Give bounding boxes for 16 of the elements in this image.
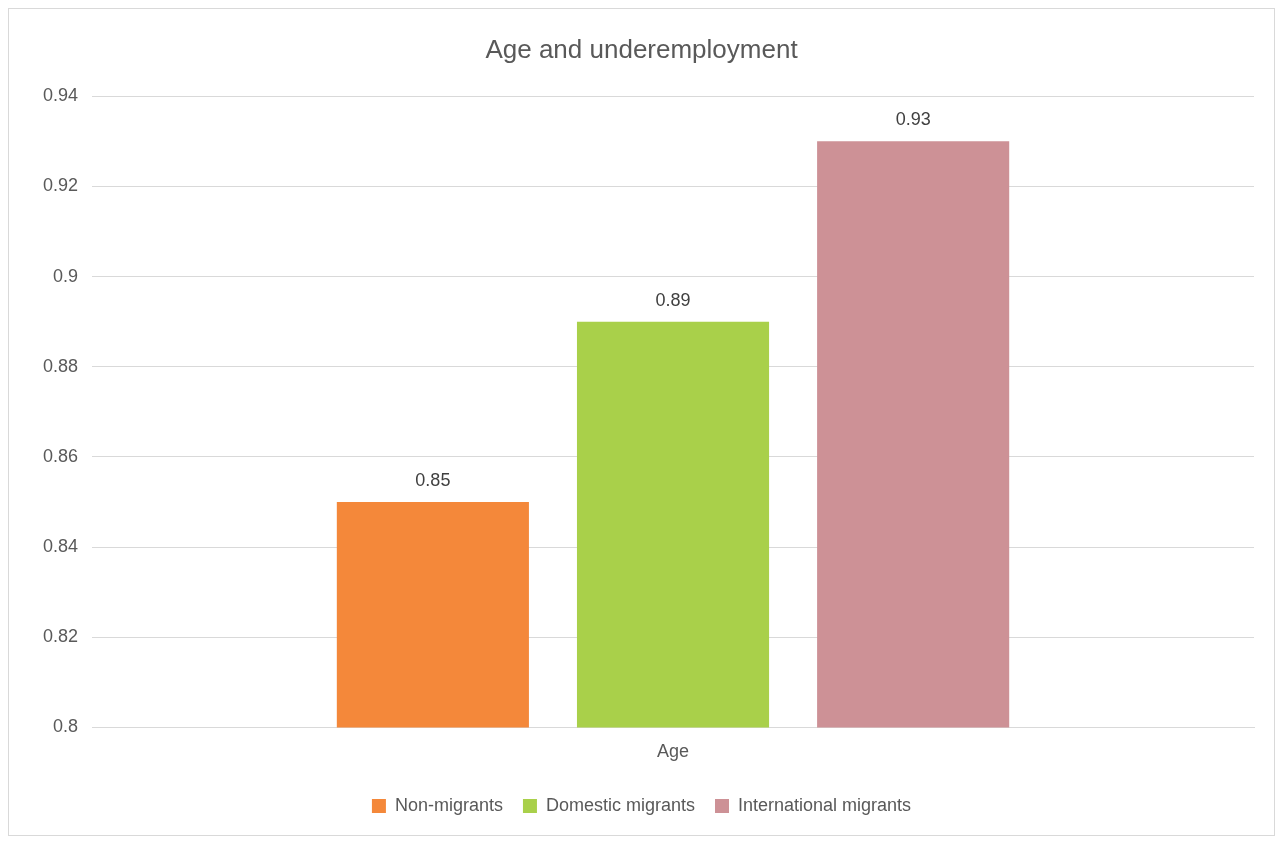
data-label: 0.85 [415, 469, 451, 490]
x-tick-label: Age [657, 741, 690, 762]
data-label: 0.93 [895, 109, 931, 130]
y-tick-label: 0.94 [42, 85, 79, 106]
chart-title: Age and underemployment [485, 33, 799, 64]
y-tick-label: 0.86 [42, 445, 79, 466]
y-tick-label: 0.82 [42, 626, 79, 647]
legend-label: International migrants [737, 794, 912, 815]
data-label: 0.89 [655, 289, 691, 310]
y-tick-label: 0.84 [42, 536, 79, 557]
legend-label: Non-migrants [394, 794, 503, 815]
y-tick-label: 0.9 [53, 265, 79, 286]
y-tick-label: 0.92 [42, 175, 79, 196]
y-tick-label: 0.8 [53, 716, 79, 737]
y-tick-label: 0.88 [42, 355, 79, 376]
legend-label: Domestic migrants [545, 794, 695, 815]
